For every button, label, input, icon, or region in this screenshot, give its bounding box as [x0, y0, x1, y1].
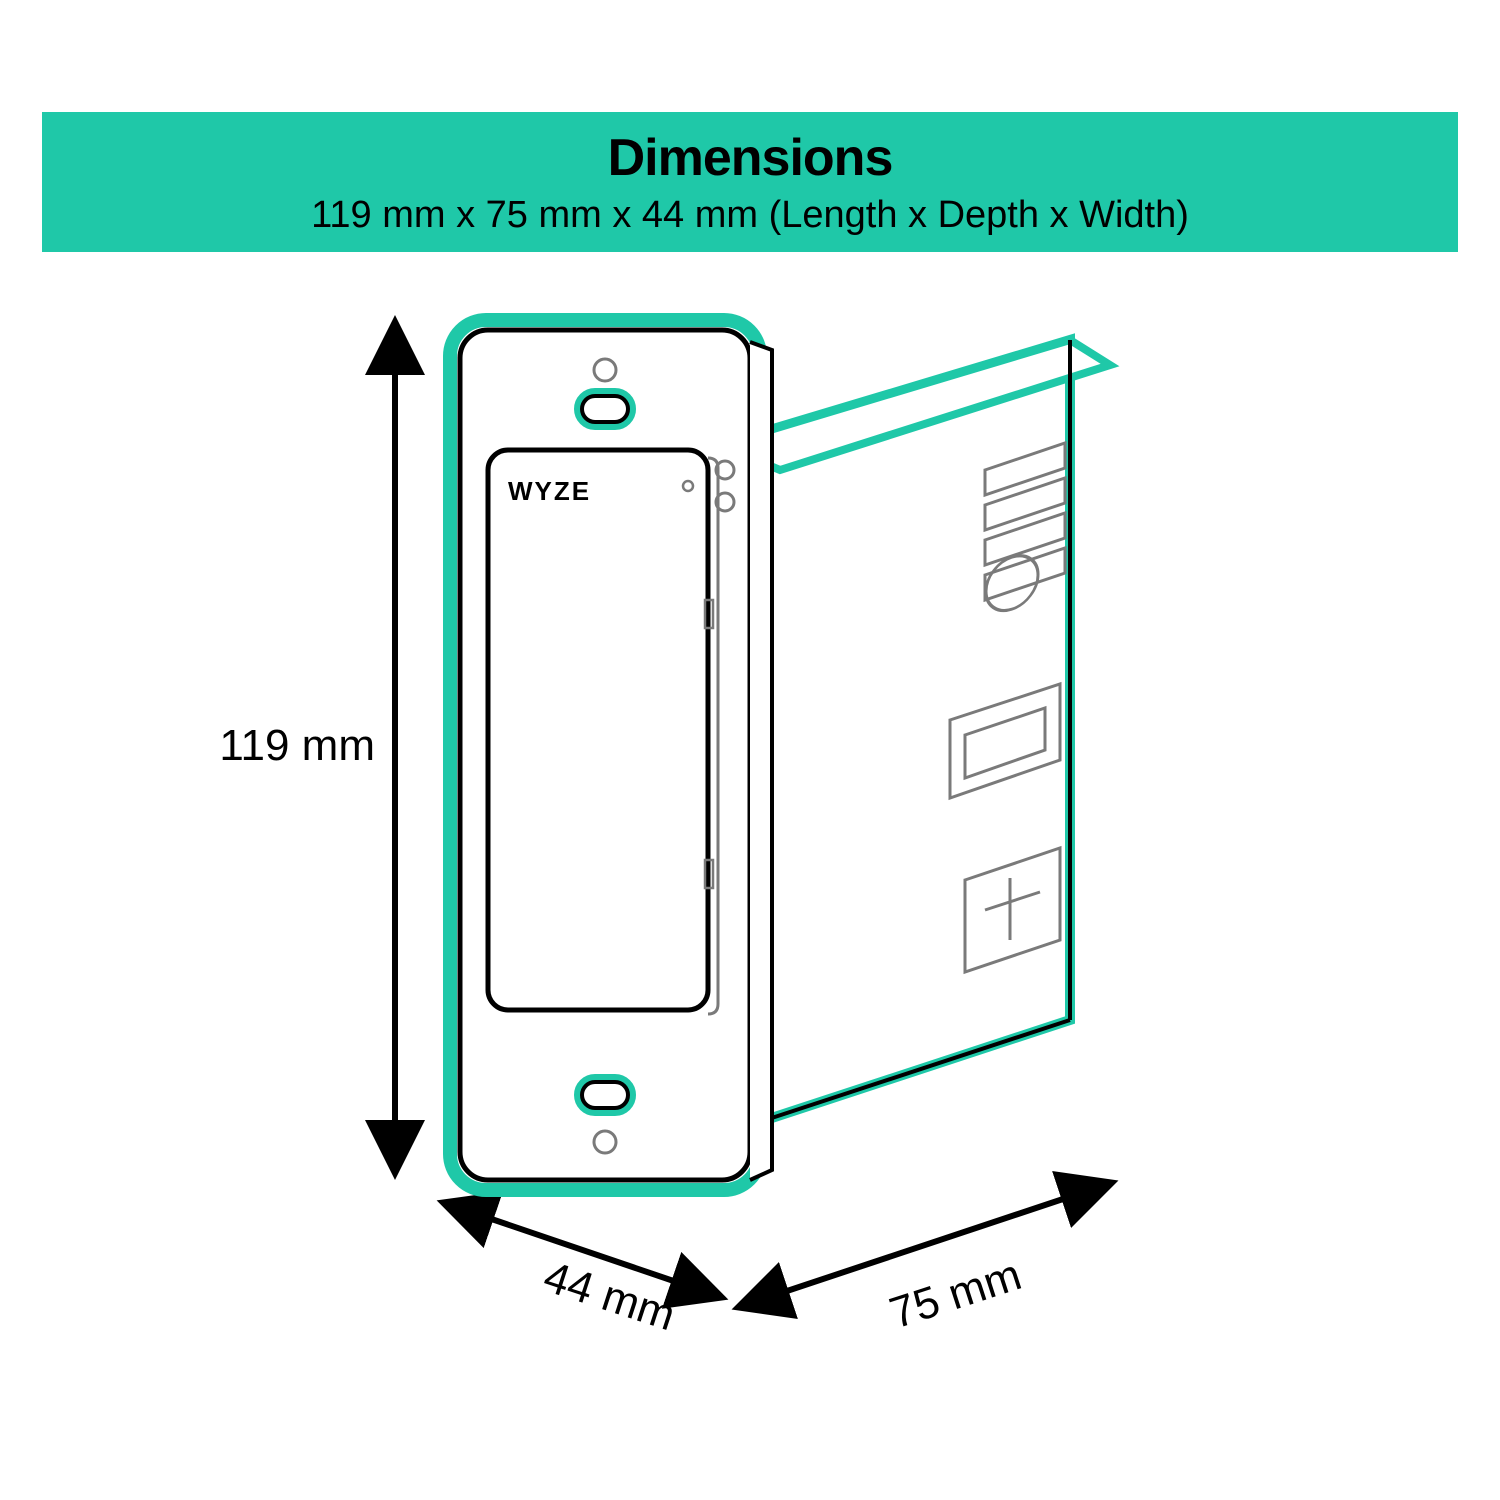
page-title: Dimensions — [608, 128, 893, 188]
length-label: 119 mm — [219, 721, 375, 770]
width-label: 44 mm — [538, 1252, 681, 1340]
rear-housing — [720, 340, 1110, 1135]
width-dimension: 44 mm — [465, 1210, 700, 1340]
brand-label: WYZE — [508, 476, 591, 506]
faceplate: WYZE — [460, 330, 750, 1180]
depth-dimension: 75 mm — [760, 1190, 1090, 1338]
depth-label: 75 mm — [884, 1250, 1027, 1338]
faceplate-edge — [750, 342, 772, 1180]
header-banner: Dimensions 119 mm x 75 mm x 44 mm (Lengt… — [42, 112, 1458, 252]
dimension-diagram: 119 mm 44 mm 75 mm — [0, 300, 1500, 1450]
switch-paddle: WYZE — [488, 450, 718, 1014]
page-subtitle: 119 mm x 75 mm x 44 mm (Length x Depth x… — [311, 194, 1189, 237]
height-dimension: 119 mm — [219, 345, 395, 1150]
